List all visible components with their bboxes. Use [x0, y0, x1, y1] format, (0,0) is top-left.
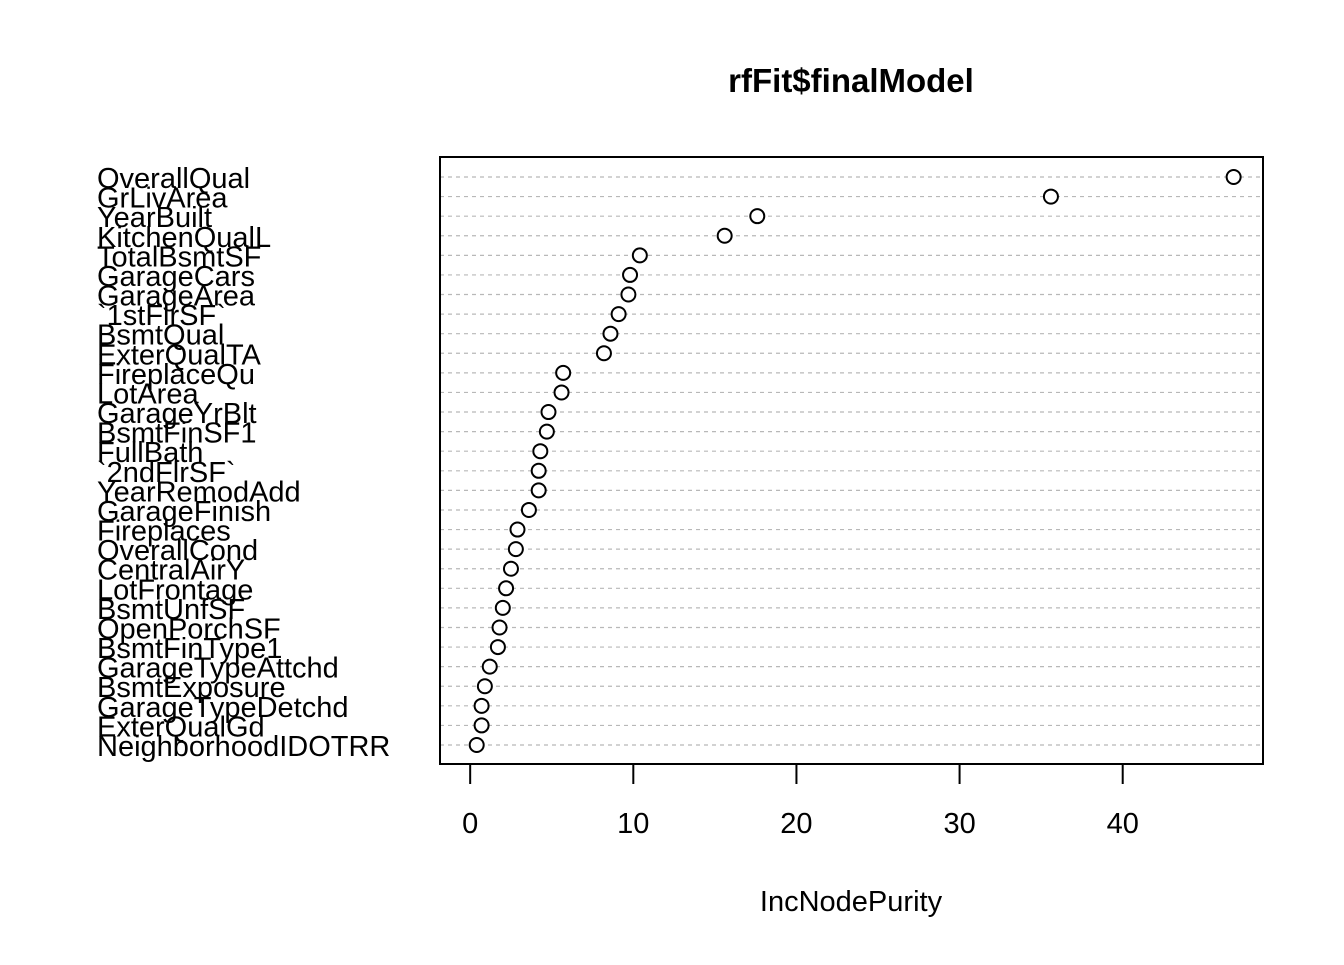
category-label: Fireplaces [97, 516, 231, 548]
category-label: ExterQualTA [97, 339, 262, 371]
data-point [532, 443, 549, 460]
category-label: BsmtUnfSF [97, 594, 245, 626]
data-point [520, 501, 537, 518]
category-label: BsmtExposure [97, 672, 286, 704]
data-point [555, 364, 572, 381]
category-labels: OverallQualGrLivAreaYearBuiltKitchenQual… [97, 163, 390, 763]
category-label: FullBath [97, 437, 203, 469]
data-point [610, 306, 627, 323]
data-point [540, 404, 557, 421]
category-label: YearBuilt [97, 202, 212, 234]
category-label: LotArea [97, 378, 199, 410]
category-label: CentralAirY [97, 555, 245, 587]
x-tick-label: 30 [943, 808, 975, 840]
data-point [1225, 169, 1242, 185]
category-label: GarageFinish [97, 496, 271, 528]
data-point [530, 462, 547, 479]
x-axis: 0 10 20 30 40 [462, 763, 1139, 840]
category-label: `2ndFlrSF` [97, 457, 236, 489]
category-label: GarageTypeAttchd [97, 653, 339, 685]
category-label: YearRemodAdd [97, 476, 301, 508]
data-point [468, 737, 485, 753]
data-point [473, 697, 490, 714]
data-point [620, 286, 637, 303]
data-point [602, 325, 619, 342]
x-tick-label: 10 [617, 808, 649, 840]
data-point [595, 345, 612, 362]
data-point [538, 423, 555, 440]
data-point [553, 384, 570, 401]
x-tick-label: 0 [462, 808, 478, 840]
category-label: FireplaceQu [97, 359, 255, 391]
category-label: GarageTypeDetchd [97, 692, 348, 724]
data-point [502, 560, 519, 577]
data-point [622, 266, 639, 283]
data-point [476, 678, 493, 695]
category-label: KitchenQualL [97, 222, 271, 254]
data-point [509, 521, 526, 538]
category-label: BsmtQual [97, 320, 224, 352]
category-label: GarageYrBlt [97, 398, 257, 430]
category-label: LotFrontage [97, 574, 253, 606]
data-point [494, 599, 511, 616]
category-label: BsmtFinType1 [97, 633, 282, 665]
data-point [489, 639, 506, 656]
x-tick-label: 20 [780, 808, 812, 840]
grid-lines [440, 176, 1263, 746]
data-point [507, 541, 524, 558]
category-label: OverallQual [97, 163, 250, 195]
category-label: GarageCars [97, 261, 255, 293]
data-point [749, 208, 766, 225]
data-point [491, 619, 508, 636]
data-point [716, 227, 733, 244]
data-point [631, 247, 648, 264]
data-point [530, 482, 547, 499]
data-point [1042, 188, 1059, 205]
category-label: OpenPorchSF [97, 613, 281, 645]
category-label: OverallCond [97, 535, 258, 567]
data-point [498, 580, 515, 597]
category-label: TotalBsmtSF [97, 241, 261, 273]
data-point [481, 658, 498, 675]
category-label: `1stFlrSF` [97, 300, 226, 332]
category-label: BsmtFinSF1 [97, 418, 257, 450]
x-tick-label: 40 [1107, 808, 1139, 840]
data-points [468, 169, 1242, 753]
category-label: GrLivArea [97, 183, 228, 215]
plot-frame [439, 156, 1264, 765]
category-label: GarageArea [97, 281, 256, 313]
data-point [473, 717, 490, 734]
category-label: ExterQualGd [97, 711, 265, 743]
category-label: NeighborhoodIDOTRR [97, 731, 390, 763]
x-axis-title: IncNodePurity [760, 886, 943, 918]
chart-title: rfFit$finalModel [728, 62, 974, 99]
